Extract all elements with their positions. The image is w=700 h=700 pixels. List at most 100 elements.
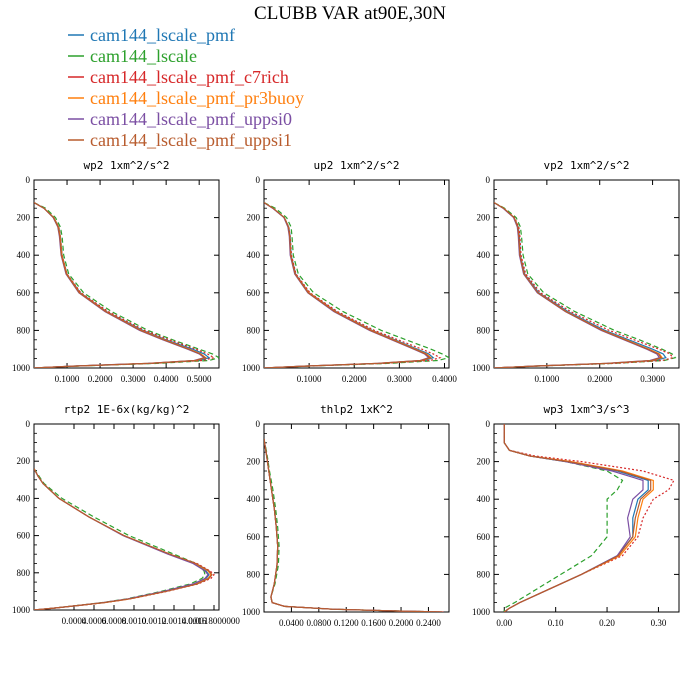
plot-frame xyxy=(33,179,220,369)
y-tick-label: 600 xyxy=(247,288,261,298)
legend-label: cam144_lscale_pmf_c7rich xyxy=(90,67,289,87)
legend-entry: cam144_lscale_pmf xyxy=(68,25,235,45)
x-tick-label: 0.0006 xyxy=(82,616,107,626)
legend: cam144_lscale_pmf cam144_lscale cam144_l… xyxy=(68,25,304,150)
panel-title: thlp2 1xK^2 xyxy=(320,403,393,416)
panel-title: rtp2 1E-6x(kg/kg)^2 xyxy=(64,403,190,416)
x-tick-label: 0.3000 xyxy=(387,374,412,384)
x-tick-label: 0.0008 xyxy=(102,616,127,626)
legend-label: cam144_lscale_pmf_uppsi0 xyxy=(90,109,292,129)
legend-entry: cam144_lscale_pmf_c7rich xyxy=(68,67,289,87)
series-line-cam144_lscale_pmf_uppsi0 xyxy=(264,438,443,612)
series-line-cam144_lscale_pmf_c7rich xyxy=(34,202,216,368)
series-line-cam144_lscale_pmf xyxy=(264,438,443,612)
legend-label: cam144_lscale xyxy=(90,46,197,66)
panel-title: wp2 1xm^2/s^2 xyxy=(83,159,169,172)
legend-entry: cam144_lscale_pmf_uppsi0 xyxy=(68,109,292,129)
legend-label: cam144_lscale_pmf xyxy=(90,25,235,45)
y-tick-label: 1000 xyxy=(12,363,31,373)
x-tick-label: 0.1600 xyxy=(361,618,386,628)
series-line-cam144_lscale_pmf xyxy=(503,424,649,612)
x-tick-label: 0.0012 xyxy=(142,616,167,626)
x-tick-label: 0.4000 xyxy=(432,374,457,384)
y-tick-label: 1000 xyxy=(472,363,491,373)
legend-label: cam144_lscale_pmf_pr3buoy xyxy=(90,88,304,108)
series-line-cam144_lscale xyxy=(34,202,219,368)
y-tick-label: 400 xyxy=(247,250,261,260)
y-tick-label: 400 xyxy=(477,494,491,504)
plot-frame xyxy=(263,423,450,613)
y-tick-label: 800 xyxy=(17,568,31,578)
x-tick-label: 0.2000 xyxy=(389,618,414,628)
y-tick-label: 200 xyxy=(477,213,491,223)
x-tick-label: 0.5000 xyxy=(187,374,212,384)
plot-frame xyxy=(493,179,680,369)
y-tick-label: 1000 xyxy=(242,363,261,373)
series-line-cam144_lscale_pmf_c7rich xyxy=(494,202,674,368)
x-tick-label: 0.0018000000 xyxy=(188,616,240,626)
y-tick-label: 200 xyxy=(17,213,31,223)
x-tick-label: 0.2000 xyxy=(88,374,113,384)
x-tick-label: 0.3000 xyxy=(121,374,146,384)
y-tick-label: 200 xyxy=(477,457,491,467)
series-line-cam144_lscale_pmf_uppsi1 xyxy=(34,468,213,610)
y-tick-label: 800 xyxy=(477,569,491,579)
series-line-cam144_lscale_pmf_pr3buoy xyxy=(264,438,443,612)
x-tick-label: 0.0800 xyxy=(306,618,331,628)
y-tick-label: 400 xyxy=(247,494,261,504)
series-line-cam144_lscale xyxy=(503,424,624,612)
series-line-cam144_lscale_pmf_c7rich xyxy=(264,202,442,368)
plot-frame xyxy=(263,179,450,369)
y-tick-label: 200 xyxy=(17,456,31,466)
x-tick-label: 0.3000 xyxy=(640,374,665,384)
series-line-cam144_lscale_pmf_uppsi0 xyxy=(503,424,644,612)
figure-title: CLUBB VAR at90E,30N xyxy=(254,3,446,24)
series-line-cam144_lscale_pmf_pr3buoy xyxy=(34,202,208,368)
series-line-cam144_lscale_pmf_uppsi1 xyxy=(503,424,652,612)
y-tick-label: 800 xyxy=(247,569,261,579)
x-tick-label: 0.00 xyxy=(496,618,512,628)
panel-title: wp3 1xm^3/s^3 xyxy=(543,403,629,416)
y-tick-label: 0 xyxy=(26,175,31,185)
y-tick-label: 1000 xyxy=(472,607,491,617)
x-tick-label: 0.2400 xyxy=(416,618,441,628)
x-tick-label: 0.20 xyxy=(599,618,615,628)
y-tick-label: 800 xyxy=(477,325,491,335)
x-tick-label: 0.0004 xyxy=(62,616,87,626)
y-tick-label: 800 xyxy=(247,325,261,335)
x-tick-label: 0.0400 xyxy=(279,618,304,628)
y-tick-label: 600 xyxy=(17,531,31,541)
x-tick-label: 0.1200 xyxy=(334,618,359,628)
legend-entry: cam144_lscale xyxy=(68,46,197,66)
series-line-cam144_lscale_pmf_uppsi1 xyxy=(264,438,443,612)
panel-title: vp2 1xm^2/s^2 xyxy=(543,159,629,172)
x-tick-label: 0.0014 xyxy=(162,616,187,626)
legend-label: cam144_lscale_pmf_uppsi1 xyxy=(90,130,292,150)
y-tick-label: 800 xyxy=(17,325,31,335)
series-line-cam144_lscale_pmf_uppsi1 xyxy=(264,202,432,368)
series-line-cam144_lscale_pmf_c7rich xyxy=(264,438,444,612)
series-line-cam144_lscale_pmf_uppsi1 xyxy=(494,202,662,368)
y-tick-label: 400 xyxy=(17,493,31,503)
y-tick-label: 0 xyxy=(26,419,31,429)
y-tick-label: 200 xyxy=(247,213,261,223)
chart-panel: rtp2 1E-6x(kg/kg)^2 0 200 400 600 800 1000 0.00… xyxy=(12,403,240,626)
y-tick-label: 0 xyxy=(486,419,491,429)
x-tick-label: 0.1000 xyxy=(297,374,322,384)
series-line-cam144_lscale_pmf xyxy=(34,468,210,610)
y-tick-label: 0 xyxy=(256,175,261,185)
series-line-cam144_lscale_pmf_c7rich xyxy=(503,424,675,612)
legend-entry: cam144_lscale_pmf_pr3buoy xyxy=(68,88,304,108)
x-tick-label: 0.2000 xyxy=(587,374,612,384)
x-tick-label: 0.1000 xyxy=(534,374,559,384)
x-tick-label: 0.0010 xyxy=(122,616,147,626)
x-tick-label: 0.10 xyxy=(548,618,564,628)
chart-panel: wp2 1xm^2/s^2 0 200 400 600 800 1000 0.1000 0.20… xyxy=(12,159,220,384)
series-line-cam144_lscale_pmf_uppsi0 xyxy=(34,468,209,610)
chart-panel: wp3 1xm^3/s^3 0 200 400 600 800 1000 0.00 0.10 0.… xyxy=(472,403,680,628)
series-line-cam144_lscale xyxy=(34,468,206,610)
legend-entry: cam144_lscale_pmf_uppsi1 xyxy=(68,130,292,150)
chart-panel: up2 1xm^2/s^2 0 200 400 600 800 1000 0.1000 0.20… xyxy=(242,159,457,384)
